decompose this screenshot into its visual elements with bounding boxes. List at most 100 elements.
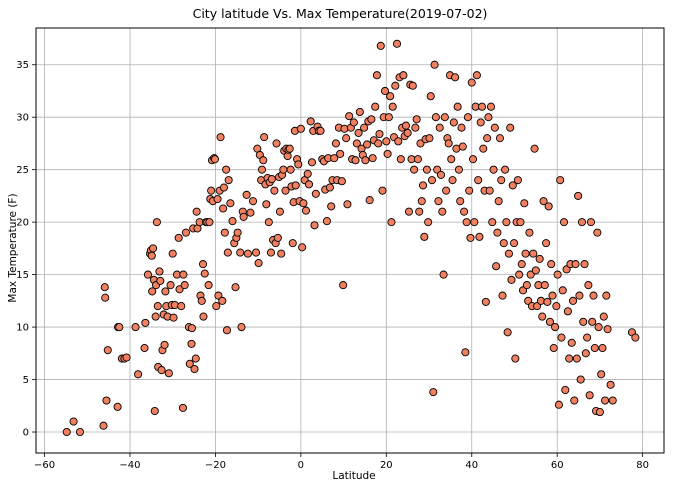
data-point [141, 318, 150, 327]
data-point [399, 71, 408, 80]
data-point [568, 296, 578, 305]
data-point [570, 396, 579, 405]
data-point [191, 354, 200, 363]
data-point [231, 283, 240, 292]
data-point [150, 406, 159, 416]
data-point [529, 249, 538, 258]
data-point [69, 417, 78, 426]
y-axis-label: Max Temperature (F) [7, 193, 19, 302]
data-point [520, 199, 529, 208]
data-point [396, 155, 405, 164]
data-point [561, 385, 570, 395]
data-point [365, 196, 374, 205]
data-point [410, 165, 419, 174]
data-point [153, 302, 162, 311]
data-point [468, 155, 478, 164]
plot-frame [35, 27, 665, 454]
data-point [387, 218, 396, 227]
data-point [140, 344, 149, 353]
data-point [260, 133, 269, 142]
data-point [378, 186, 387, 195]
data-point [204, 281, 213, 290]
data-point [175, 285, 184, 294]
data-point [449, 118, 458, 127]
data-point [429, 388, 438, 397]
data-point [376, 41, 385, 50]
data-point [598, 344, 607, 353]
data-point [213, 194, 222, 204]
data-point [474, 176, 483, 185]
data-point [588, 317, 597, 326]
data-point [484, 113, 493, 122]
data-point [360, 123, 369, 132]
data-point [476, 118, 485, 127]
data-point [465, 186, 474, 195]
x-axis-ticks: −60 −40 −20 0 20 40 60 80 [34, 453, 649, 471]
data-point [436, 170, 446, 179]
data-point [62, 427, 71, 437]
x-tick-label: −40 [119, 460, 140, 471]
data-point [122, 353, 131, 362]
data-point [306, 117, 315, 126]
data-point [382, 137, 391, 146]
data-point [435, 123, 444, 132]
data-point [477, 102, 487, 111]
data-point [470, 218, 479, 227]
data-point [542, 239, 551, 248]
data-point [492, 262, 501, 271]
data-point [177, 302, 186, 311]
data-point [270, 186, 279, 195]
data-point [264, 218, 273, 227]
data-point [102, 396, 111, 405]
data-point [205, 218, 214, 227]
data-point [187, 339, 196, 348]
data-point [303, 169, 312, 178]
data-point [483, 134, 492, 143]
data-point [192, 207, 201, 216]
data-point [368, 154, 377, 163]
data-point [579, 317, 588, 326]
data-point [262, 200, 271, 209]
data-point [288, 239, 297, 248]
data-point [343, 200, 352, 209]
data-point [374, 139, 383, 148]
data-point [479, 144, 488, 153]
data-point [275, 207, 284, 216]
data-point [456, 197, 465, 206]
x-tick-label: 40 [465, 460, 478, 471]
data-point [294, 160, 303, 169]
data-point [243, 249, 252, 258]
data-point [242, 190, 251, 199]
data-point [178, 403, 188, 412]
data-point [558, 286, 567, 295]
data-point [513, 176, 522, 185]
data-point [602, 291, 611, 300]
data-point [301, 206, 311, 215]
data-point [336, 149, 345, 158]
data-point [589, 291, 598, 300]
data-point [391, 81, 400, 90]
data-point [207, 186, 216, 195]
data-point [174, 233, 183, 242]
data-point [298, 243, 307, 252]
y-tick-label: 20 [16, 218, 29, 229]
data-point [220, 228, 229, 237]
y-tick-label: 5 [23, 375, 29, 386]
data-point [239, 212, 248, 221]
data-point [222, 165, 231, 174]
data-point [597, 370, 606, 379]
data-point [549, 344, 558, 353]
data-point [458, 142, 467, 151]
data-point [198, 260, 208, 269]
data-point [161, 287, 170, 296]
data-point [567, 338, 576, 347]
data-point [351, 156, 360, 165]
data-point [442, 186, 451, 195]
data-point [526, 270, 535, 279]
data-point [99, 421, 108, 430]
data-point [557, 333, 566, 342]
data-point [488, 218, 497, 227]
data-point [565, 354, 574, 363]
data-point [299, 199, 308, 208]
data-point [490, 123, 499, 132]
